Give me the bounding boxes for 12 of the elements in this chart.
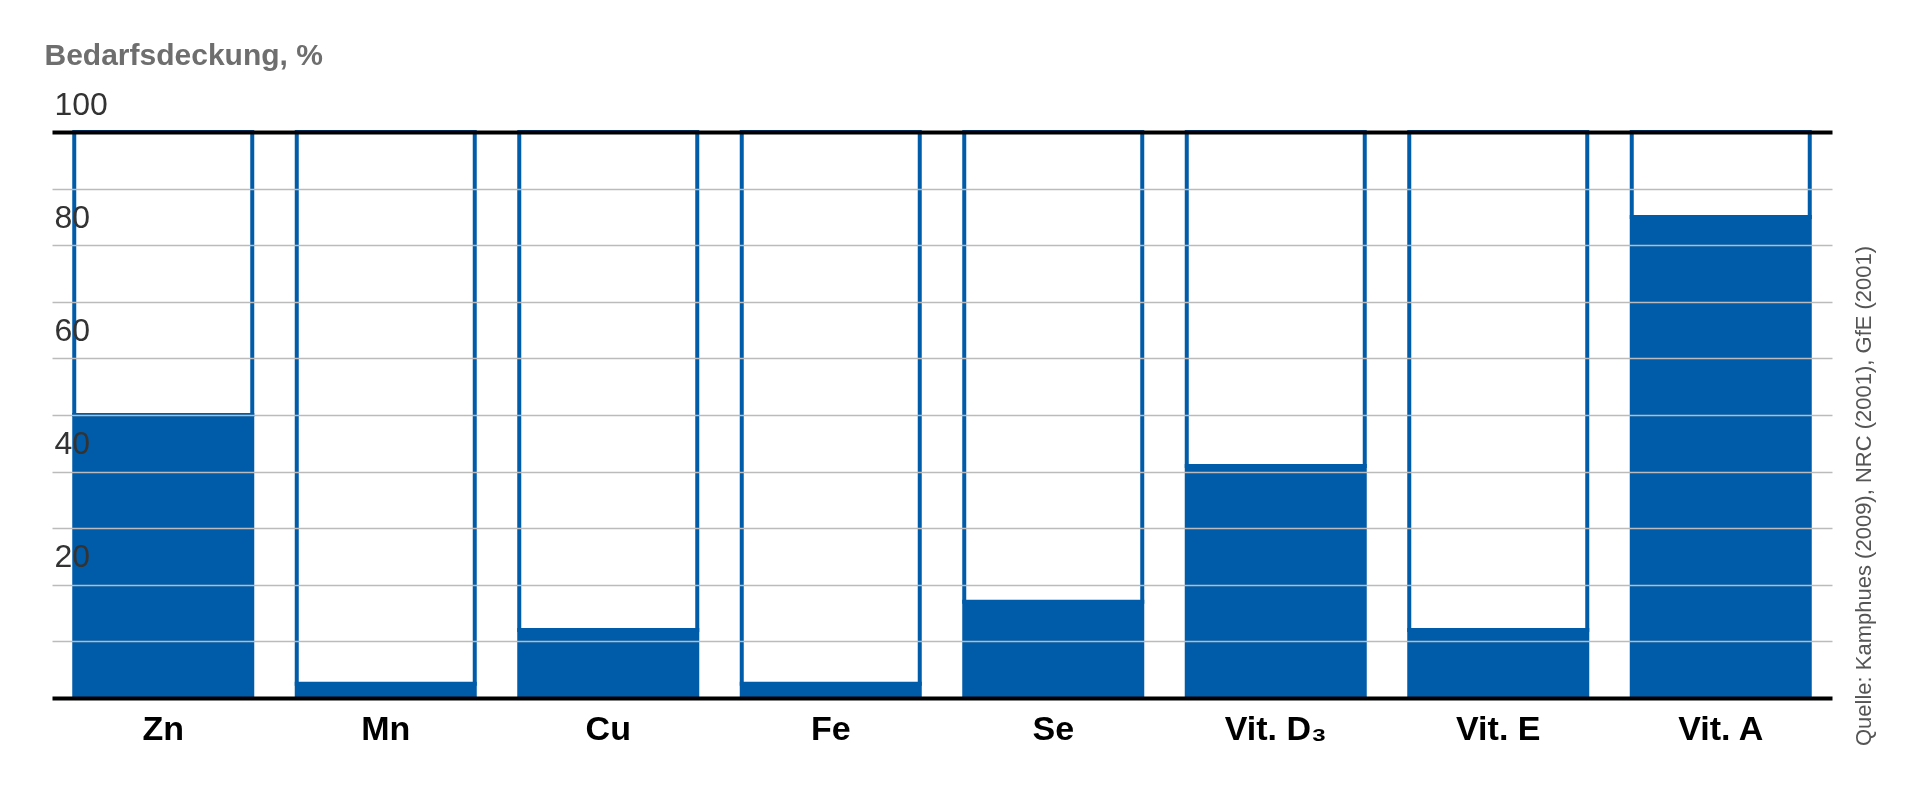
x-tick-label: Zn (142, 708, 185, 747)
x-tick-label: Cu (585, 708, 631, 747)
x-tick-label: Vit. E (1456, 708, 1541, 747)
x-tick-label: Se (1032, 708, 1075, 747)
x-tick-label: Vit. D₃ (1224, 708, 1327, 747)
x-tick-label: Vit. A (1678, 708, 1764, 747)
y-axis-title: Bedarfsdeckung, % (44, 37, 323, 71)
y-tick-label: 100 (54, 85, 108, 122)
y-tick-label: 40 (54, 425, 91, 462)
x-tick-label: Mn (361, 708, 411, 747)
source-note: Quelle: Kamphues (2009), NRC (2001), GfE (2001) (1851, 245, 1876, 746)
x-tick-label: Fe (810, 708, 851, 747)
